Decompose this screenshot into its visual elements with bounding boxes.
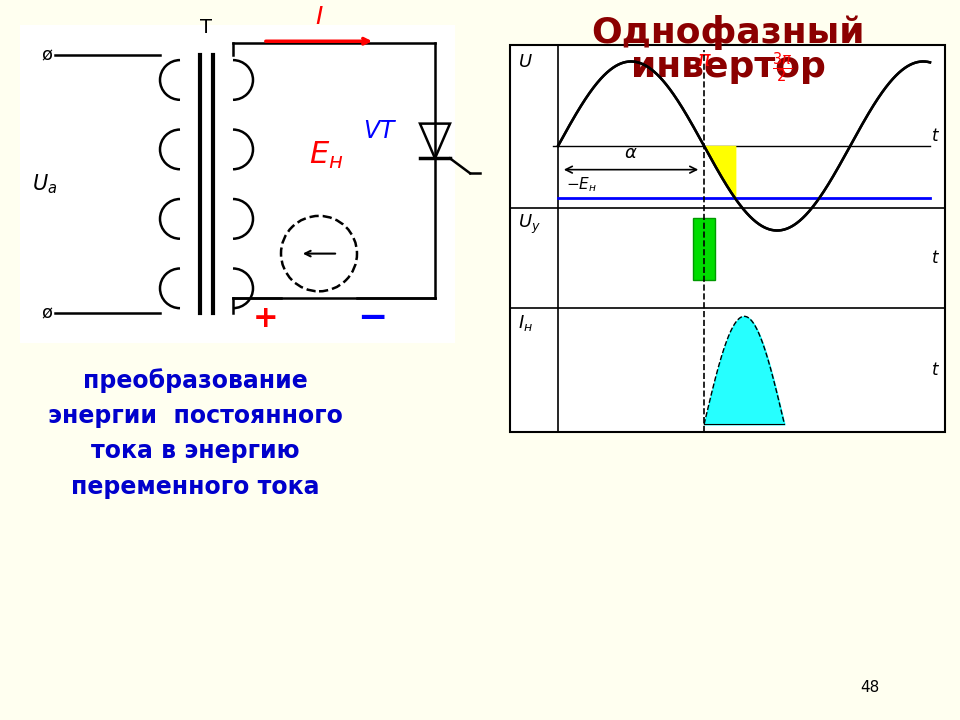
Text: $I$: $I$	[315, 5, 324, 30]
Bar	[510, 45, 945, 432]
Text: 48: 48	[860, 680, 879, 696]
Text: $t$: $t$	[931, 249, 940, 267]
Text: $\pi$: $\pi$	[697, 50, 711, 70]
Text: $U$: $U$	[518, 53, 533, 71]
Text: +: +	[253, 304, 278, 333]
Text: $\alpha$: $\alpha$	[624, 144, 637, 162]
Text: $I_н$: $I_н$	[518, 313, 533, 333]
Text: $U_y$: $U_y$	[518, 212, 540, 236]
Bar	[693, 217, 715, 280]
Text: $E_н$: $E_н$	[309, 140, 344, 171]
Text: $t$: $t$	[931, 361, 940, 379]
Bar	[20, 25, 455, 343]
Text: преобразование
энергии  постоянного
тока в энергию
переменного тока: преобразование энергии постоянного тока …	[48, 368, 343, 499]
Text: Однофазный: Однофазный	[591, 15, 865, 50]
Text: $VT$: $VT$	[363, 119, 397, 143]
Polygon shape	[420, 124, 450, 158]
Text: ø: ø	[41, 46, 53, 64]
Text: $\frac{3\pi}{2}$: $\frac{3\pi}{2}$	[772, 50, 792, 85]
Text: $U_a$: $U_a$	[33, 172, 58, 196]
Text: −: −	[357, 301, 387, 335]
Circle shape	[281, 216, 357, 292]
Text: инвертор: инвертор	[631, 50, 826, 84]
Text: $-E_н$: $-E_н$	[566, 176, 597, 194]
Text: $t$: $t$	[931, 127, 940, 145]
Text: T: T	[201, 18, 212, 37]
Text: ø: ø	[41, 304, 53, 322]
